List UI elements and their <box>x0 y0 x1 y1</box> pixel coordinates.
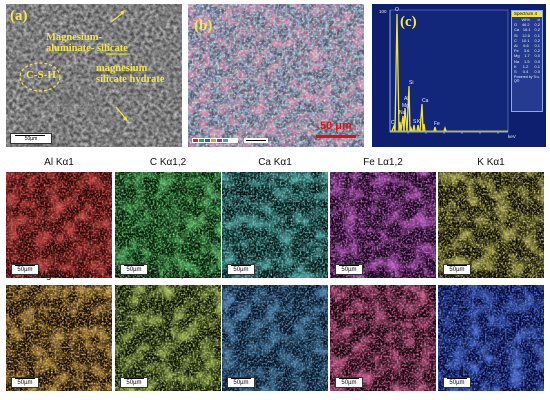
element-map: 50µm <box>438 172 544 278</box>
element-map-texture <box>6 172 112 278</box>
element-map-title: K Kα1 <box>477 157 505 168</box>
element-map-scalebar: 50µm <box>443 264 471 275</box>
panel-label-b: (b) <box>194 18 213 34</box>
element-map-texture <box>438 285 544 391</box>
element-map: 50µm <box>6 172 112 278</box>
eds-layered-texture <box>188 4 364 147</box>
element-map-scalebar: 50µm <box>11 264 39 275</box>
element-map-texture <box>222 172 328 278</box>
element-map-scalebar: 50µm <box>227 264 255 275</box>
element-map-scalebar: 50µm <box>443 377 471 388</box>
sem-scalebar-label: 50µm <box>24 136 38 142</box>
panel-label-c: (c) <box>400 14 417 30</box>
edx-peak-label-s: S <box>413 119 417 125</box>
edx-legend-row: C 10.1 0.2 <box>514 37 540 43</box>
edx-legend-row: Fe 3.6 0.2 <box>514 48 540 54</box>
edx-legend-title: Spectrum 4 <box>512 11 542 17</box>
edx-legend-row: Mg 1.7 0.0 <box>514 53 540 59</box>
eds-layered-panel: (b) 50 μm <box>188 4 364 147</box>
edx-spectrum-plot <box>389 9 509 134</box>
eds-scalebar-label: 50 μm <box>320 120 352 132</box>
edx-legend-row: S 0.4 0.0 <box>514 69 540 75</box>
element-map-scalebar: 50µm <box>120 377 148 388</box>
edx-peak-label-si: Si <box>409 80 414 86</box>
edx-peak-label-k: K <box>417 119 421 125</box>
edx-legend-rows: O 46.2 0.2 Ca 16.1 0.2 Si 12.6 0.1 C 10.1 0.2 Al 6.6 0… <box>512 22 542 74</box>
element-map-texture <box>6 285 112 391</box>
element-map: 50µm <box>222 285 328 391</box>
element-map-texture <box>115 285 221 391</box>
element-map-texture <box>330 285 436 391</box>
element-map: 50µm <box>330 285 436 391</box>
edx-peak-label-fe: Fe <box>434 121 440 127</box>
element-map-title: Si Kα1 <box>476 270 506 281</box>
element-map-texture <box>438 172 544 278</box>
element-map-title: Mg Kα1,2 <box>37 270 81 281</box>
sem-scalebar-box: 50µm <box>10 133 52 144</box>
edx-peak-label-al: Al <box>404 96 409 102</box>
sem-image-panel: (a) Magnesium- aluminate- silicate C-S-H… <box>6 4 182 147</box>
element-map-scalebar: 50µm <box>335 264 363 275</box>
edx-legend-row: Na 1.5 0.0 <box>514 58 540 64</box>
annotation-magnesium-aluminate-silicate: Magnesium- aluminate- silicate <box>46 32 128 54</box>
element-map-title: C Kα1,2 <box>149 157 187 168</box>
element-map: 50µm <box>115 285 221 391</box>
element-map: 50µm <box>438 285 544 391</box>
panel-label-a: (a) <box>10 8 28 24</box>
edx-legend: Spectrum 4 Wt% σ O 46.2 0.2 Ca 16.1 0.2 Si 12.6… <box>511 10 543 112</box>
element-map-scalebar: 50µm <box>11 377 39 388</box>
element-map-title: S Kα1 <box>369 270 397 281</box>
edx-peak-label-mg: Mg <box>402 103 409 109</box>
edx-legend-row: Ca 16.1 0.2 <box>514 27 540 33</box>
annotation-magnesium-silicate-hydrate: magnesium silicate hydrate <box>96 63 165 85</box>
edx-legend-row: Si 12.6 0.1 <box>514 32 540 38</box>
edx-peak-label-o: O <box>395 7 399 13</box>
edx-peak-label-c: C <box>391 120 395 126</box>
element-map: 50µm <box>222 172 328 278</box>
element-map: 50µm <box>330 172 436 278</box>
element-map-scalebar: 50µm <box>335 377 363 388</box>
edx-legend-header: Wt% σ <box>521 17 540 22</box>
sem-texture <box>6 4 182 147</box>
edx-spectrum-panel: (c) 100 keV O C Na Mg Al Si S K Ca Fe Sp… <box>372 4 546 147</box>
element-map-texture <box>222 285 328 391</box>
edx-peak-label-na: Na <box>399 110 406 116</box>
element-map-scalebar: 50µm <box>227 377 255 388</box>
edx-x-unit: keV <box>508 134 516 139</box>
edx-y-tick-top: 100 <box>379 9 387 14</box>
edx-peak-label-ca: Ca <box>422 98 429 104</box>
annotation-csh: C-S-H <box>26 69 56 81</box>
edx-legend-row: Al 6.6 0.1 <box>514 43 540 49</box>
element-map: 50µm <box>115 172 221 278</box>
element-map-title: Al Kα1 <box>44 157 74 168</box>
element-map-title: Ca Kα1 <box>258 157 292 168</box>
edx-legend-row: O 46.2 0.2 <box>514 22 540 28</box>
element-map-title: Na Kα1,2 <box>147 270 189 281</box>
element-map-texture <box>115 172 221 278</box>
element-map-title: Fe Lα1,2 <box>363 157 403 168</box>
edx-legend-footer: Powered by Tru-Q® <box>514 75 540 84</box>
element-map-title: O Kα1 <box>260 270 290 281</box>
edx-legend-row: K 1.2 0.1 <box>514 63 540 69</box>
element-map-scalebar: 50µm <box>120 264 148 275</box>
element-map: 50µm <box>6 285 112 391</box>
element-map-texture <box>330 172 436 278</box>
